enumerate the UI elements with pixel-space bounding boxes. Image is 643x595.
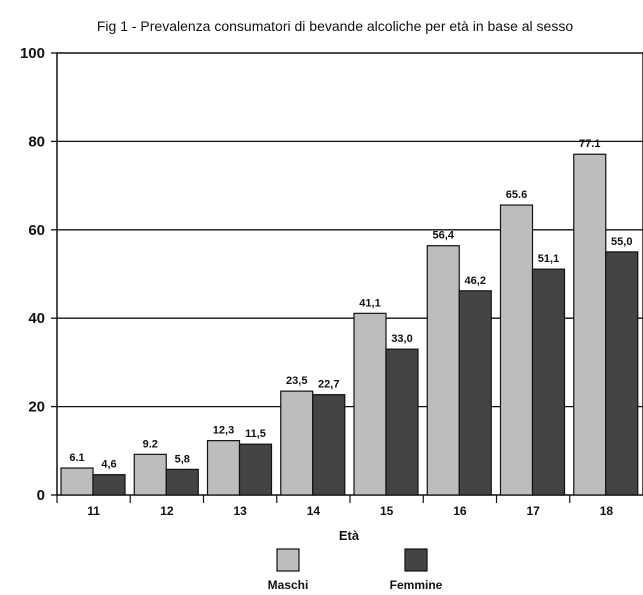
legend-label-femmine: Femmine [390,578,443,592]
bar-femmine-15 [385,348,419,496]
y-tick-label: 40 [28,310,45,327]
data-label: 12,3 [213,425,234,437]
bar-femmine-18 [605,251,639,496]
data-label: 11,5 [245,428,266,440]
y-axis: 0 20 40 60 80 100 [20,45,57,504]
y-tick-label: 80 [28,133,45,150]
y-tick-label: 0 [37,487,45,504]
data-label: 51,1 [538,253,559,265]
legend-swatch-maschi [276,548,300,572]
data-label: 56,4 [433,230,455,242]
data-label: 65.6 [506,189,527,201]
data-label: 77.1 [579,138,600,150]
x-axis-label: Età [339,528,360,543]
x-tick-label: 13 [233,504,247,518]
bar-maschi-13 [206,440,241,496]
y-tick-label: 100 [20,45,45,62]
bars: 6.1 4,6 9.2 5,8 12,3 11,5 23,5 22,7 41,1 33,0 56,4… [60,138,639,496]
legend-label-maschi: Maschi [268,578,309,592]
bar-maschi-15 [353,312,387,496]
x-tick-label: 18 [600,504,614,518]
bar-maschi-12 [133,453,167,496]
data-label: 5,8 [175,453,190,465]
data-label: 23,5 [286,375,307,387]
data-label: 55,0 [611,236,632,248]
x-tick-label: 14 [307,504,321,518]
data-label: 6.1 [69,452,84,464]
x-tick-label: 17 [526,504,540,518]
data-label: 9.2 [143,438,158,450]
bar-femmine-14 [312,394,346,496]
bar-maschi-14 [280,390,314,496]
bar-femmine-11 [92,474,126,496]
legend-swatch-femmine [404,548,428,572]
x-tick-label: 16 [453,504,467,518]
data-label: 41,1 [359,297,380,309]
x-tick-label: 11 [87,504,100,518]
legend: Maschi Femmine [268,548,443,592]
bar-maschi-16 [426,245,460,496]
x-tick-label: 12 [160,504,174,518]
data-label: 46,2 [465,275,486,287]
y-tick-label: 20 [28,399,45,416]
x-tick-label: 15 [380,504,394,518]
chart-title: Fig 1 - Prevalenza consumatori di bevand… [97,18,573,34]
bar-femmine-16 [458,290,492,496]
y-tick-label: 60 [28,222,45,239]
bar-maschi-18 [573,153,607,496]
bar-femmine-12 [165,468,199,496]
bar-femmine-13 [238,443,273,496]
data-label: 22,7 [318,379,339,391]
x-axis: 11 12 13 14 15 16 17 18 [56,495,614,518]
bar-femmine-17 [531,268,566,496]
bar-maschi-11 [60,467,94,496]
bar-maschi-17 [499,204,534,496]
data-label: 4,6 [101,459,116,471]
data-label: 33,0 [391,333,412,345]
